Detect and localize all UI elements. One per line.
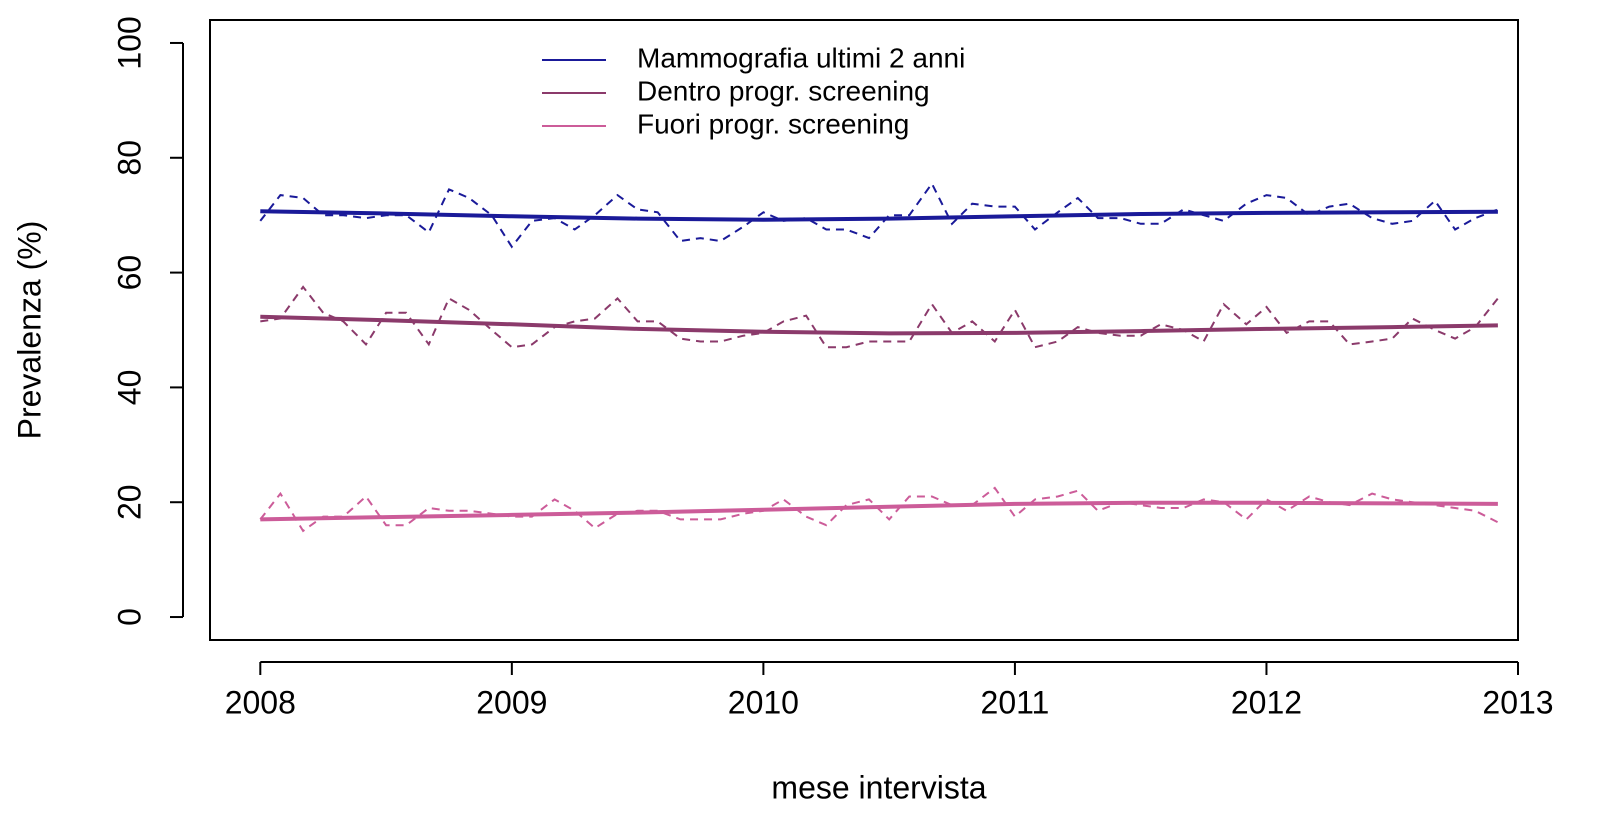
x-axis-label: mese intervista (771, 769, 986, 805)
y-tick-label: 40 (111, 370, 147, 406)
x-tick-label: 2012 (1231, 684, 1302, 720)
monthly-line (260, 285, 1499, 349)
monthly-line (259, 486, 1499, 533)
legend-label: Dentro progr. screening (637, 75, 930, 106)
y-tick-label: 80 (111, 140, 147, 176)
y-axis-label: Prevalenza (%) (11, 221, 47, 440)
x-tick-label: 2008 (225, 684, 296, 720)
x-tick-label: 2013 (1482, 684, 1553, 720)
trend-line (260, 209, 1498, 222)
y-tick-label: 100 (111, 16, 147, 69)
y-tick-label: 60 (111, 255, 147, 291)
trend-line (260, 500, 1498, 522)
y-tick-label: 20 (111, 484, 147, 520)
plot-frame (209, 19, 1519, 641)
trend-line (260, 314, 1498, 336)
x-tick-label: 2009 (476, 684, 547, 720)
x-tick-label: 2011 (981, 684, 1050, 720)
y-tick-label: 0 (111, 608, 147, 626)
monthly-line (259, 181, 1499, 249)
legend-label: Fuori progr. screening (637, 108, 909, 139)
legend-label: Mammografia ultimi 2 anni (637, 42, 965, 73)
x-tick-label: 2010 (728, 684, 799, 720)
